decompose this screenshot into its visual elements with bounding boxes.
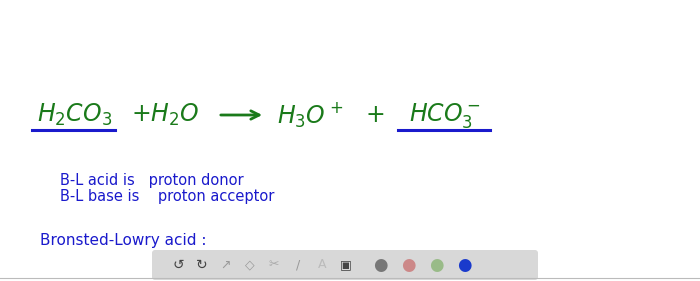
Text: ◇: ◇ <box>245 259 255 271</box>
Text: ✂: ✂ <box>269 259 279 271</box>
Text: $+$: $+$ <box>365 103 384 127</box>
Text: ↺: ↺ <box>172 258 184 272</box>
Text: $+H_2O$: $+H_2O$ <box>131 102 200 128</box>
Text: B-L base is    proton acceptor: B-L base is proton acceptor <box>60 189 274 205</box>
Text: /: / <box>296 259 300 271</box>
Text: Bronsted-Lowry acid :: Bronsted-Lowry acid : <box>40 232 206 248</box>
Text: ●: ● <box>456 256 471 274</box>
Text: ●: ● <box>400 256 415 274</box>
Text: B-L acid is   proton donor: B-L acid is proton donor <box>60 173 244 187</box>
Text: A: A <box>318 259 326 271</box>
Text: ↻: ↻ <box>196 258 208 272</box>
Text: ●: ● <box>372 256 387 274</box>
Text: ▣: ▣ <box>340 259 352 271</box>
Text: test: test <box>0 0 27 3</box>
Text: $HCO_3^-$: $HCO_3^-$ <box>409 101 481 130</box>
Text: $H_3O^+$: $H_3O^+$ <box>276 100 343 130</box>
FancyBboxPatch shape <box>152 250 538 280</box>
Text: $H_2CO_3$: $H_2CO_3$ <box>37 102 113 128</box>
Text: ↗: ↗ <box>220 259 231 271</box>
Text: ●: ● <box>428 256 443 274</box>
